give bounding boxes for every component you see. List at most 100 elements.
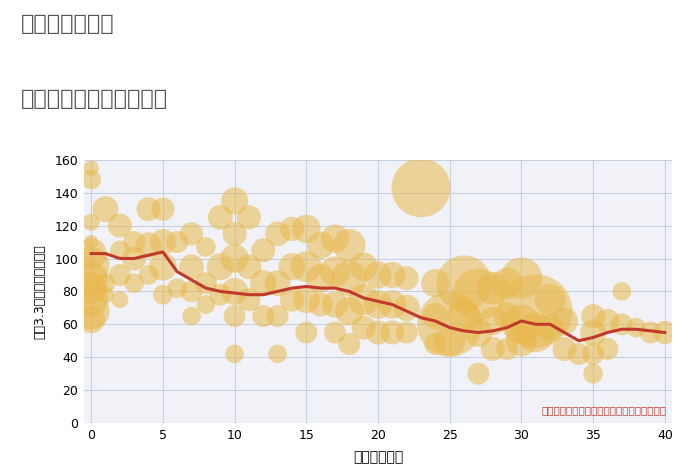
Point <box>545 324 556 331</box>
Point <box>301 263 312 271</box>
Point <box>444 337 455 345</box>
Point <box>545 296 556 304</box>
Point <box>587 350 598 358</box>
Point <box>229 197 240 205</box>
Point <box>272 230 284 237</box>
Point <box>158 238 169 246</box>
Point <box>430 312 441 320</box>
Point <box>516 337 527 345</box>
Point <box>200 279 211 287</box>
Point <box>85 261 97 269</box>
Point <box>430 279 441 287</box>
Point <box>143 271 154 279</box>
Point <box>344 307 355 315</box>
Point <box>458 312 470 320</box>
Point <box>631 324 642 331</box>
Point <box>473 329 484 337</box>
Point <box>487 317 498 325</box>
Point <box>85 274 97 282</box>
Point <box>272 279 284 287</box>
Point <box>272 350 284 358</box>
Point <box>186 230 197 237</box>
Point <box>200 243 211 251</box>
Point <box>530 307 541 315</box>
Point <box>358 296 370 304</box>
Point <box>100 279 111 287</box>
Point <box>100 205 111 213</box>
Point <box>559 317 570 325</box>
Point <box>186 312 197 320</box>
Point <box>587 312 598 320</box>
Text: 築年数別中古戸建て価格: 築年数別中古戸建て価格 <box>21 89 168 110</box>
Point <box>386 271 398 279</box>
Point <box>330 268 341 275</box>
Point <box>186 288 197 295</box>
Point <box>244 263 255 271</box>
Point <box>85 316 97 323</box>
Point <box>158 205 169 213</box>
Point <box>286 225 297 233</box>
Point <box>229 288 240 295</box>
Point <box>215 263 226 271</box>
Point <box>358 263 370 271</box>
Point <box>358 324 370 331</box>
Point <box>386 301 398 308</box>
Point <box>85 307 97 315</box>
Point <box>172 284 183 292</box>
Point <box>501 312 512 320</box>
Point <box>616 321 627 328</box>
Point <box>286 296 297 304</box>
Point <box>200 301 211 308</box>
Point <box>344 274 355 282</box>
Point <box>559 345 570 352</box>
Point <box>158 291 169 298</box>
Point <box>158 263 169 271</box>
Point <box>372 271 384 279</box>
Point <box>286 263 297 271</box>
Point <box>85 219 97 226</box>
Point <box>215 291 226 298</box>
Point <box>330 329 341 337</box>
Point <box>258 246 269 254</box>
Point <box>258 312 269 320</box>
Point <box>100 291 111 298</box>
Point <box>487 345 498 352</box>
Text: 東京都相原駅の: 東京都相原駅の <box>21 14 115 34</box>
X-axis label: 築年数（年）: 築年数（年） <box>353 450 403 464</box>
Text: 円の大きさは、取引のあった物件面積を示す: 円の大きさは、取引のあった物件面積を示す <box>541 405 666 415</box>
Point <box>473 370 484 377</box>
Point <box>516 274 527 282</box>
Point <box>85 176 97 183</box>
Point <box>315 242 326 249</box>
Point <box>573 350 584 358</box>
Point <box>372 329 384 337</box>
Point <box>602 317 613 325</box>
Point <box>172 238 183 246</box>
Point <box>229 312 240 320</box>
Point <box>401 274 412 282</box>
Point <box>444 321 455 328</box>
Point <box>143 205 154 213</box>
Point <box>602 345 613 352</box>
Point <box>114 271 125 279</box>
Point <box>530 329 541 337</box>
Point <box>401 329 412 337</box>
Point <box>114 246 125 254</box>
Point <box>301 225 312 233</box>
Point <box>301 296 312 304</box>
Point <box>229 350 240 358</box>
Point <box>85 164 97 172</box>
Point <box>473 291 484 298</box>
Point <box>129 279 140 287</box>
Point <box>114 222 125 229</box>
Point <box>315 301 326 308</box>
Point <box>516 321 527 328</box>
Point <box>85 296 97 304</box>
Point <box>301 329 312 337</box>
Point <box>372 301 384 308</box>
Point <box>315 274 326 282</box>
Point <box>244 296 255 304</box>
Point <box>244 213 255 221</box>
Point <box>487 284 498 292</box>
Point <box>458 279 470 287</box>
